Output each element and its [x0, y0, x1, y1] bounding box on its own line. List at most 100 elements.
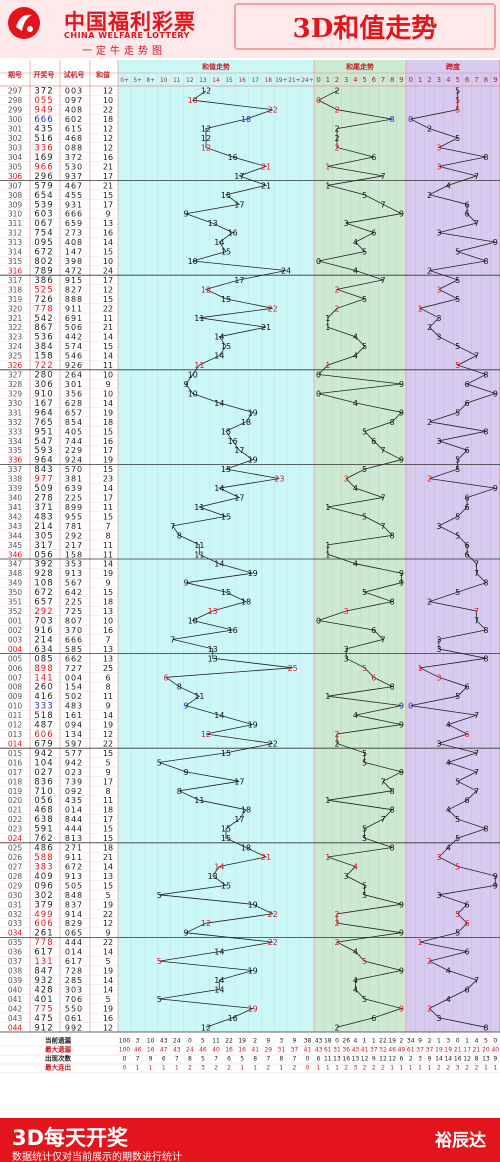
- tail-point: 4: [353, 484, 358, 493]
- period-cell: 333: [8, 427, 23, 436]
- sum-point: 19: [248, 900, 258, 909]
- tail-point: 5: [362, 342, 367, 351]
- stats-span-value: 1: [418, 1065, 422, 1072]
- period-cell: 015: [8, 749, 23, 758]
- span-point: 6: [465, 446, 470, 455]
- stats-sum-value: 0: [123, 1065, 127, 1072]
- sum-value-cell: 12: [103, 134, 113, 143]
- draw-number-cell: 964: [34, 408, 53, 418]
- draw-number-cell: 593: [34, 446, 53, 456]
- sum-bin-label: 16: [238, 78, 246, 84]
- stats-span-value: 9: [493, 1056, 497, 1063]
- span-bin-label: 6: [465, 76, 470, 84]
- tail-point: 1: [325, 550, 330, 559]
- span-point: 3: [436, 522, 441, 531]
- test-number-cell: 727: [65, 664, 83, 673]
- period-cell: 044: [8, 1023, 23, 1032]
- test-number-cell: 567: [65, 579, 83, 588]
- tail-point: 8: [390, 598, 395, 607]
- sum-point: 22: [268, 938, 278, 947]
- stats-sum-value: 2: [214, 1065, 218, 1072]
- period-cell: 320: [8, 304, 23, 313]
- period-cell: 009: [8, 692, 23, 701]
- stats-sum-value: 100: [119, 1047, 131, 1054]
- tail-point: 6: [371, 1014, 376, 1023]
- draw-number-cell: 260: [34, 683, 53, 693]
- stats-tail-value: 61: [324, 1047, 332, 1054]
- span-point: 3: [436, 285, 441, 294]
- sum-point: 12: [201, 134, 211, 143]
- tail-point: 2: [334, 910, 339, 919]
- draw-number-cell: 603: [34, 210, 53, 220]
- draw-number-cell: 654: [34, 191, 53, 201]
- draw-number-cell: 131: [34, 957, 53, 967]
- test-number-cell: 844: [65, 815, 83, 824]
- tail-point: 5: [362, 588, 367, 597]
- span-point: 6: [465, 494, 470, 503]
- span-point: 6: [465, 380, 470, 389]
- period-cell: 031: [8, 900, 23, 909]
- test-number-cell: 217: [65, 541, 83, 550]
- tail-point: 9: [399, 721, 404, 730]
- stats-tail-value: 9: [372, 1056, 376, 1063]
- sum-point: 23: [274, 475, 284, 484]
- sum-point: 13: [208, 607, 218, 616]
- tail-point: 7: [380, 276, 385, 285]
- test-number-cell: 585: [65, 645, 83, 654]
- sum-point: 12: [201, 143, 211, 152]
- period-cell: 327: [8, 371, 23, 380]
- footer-note: 数据统计仅对当前展示的期数进行统计: [12, 1152, 182, 1162]
- draw-number-cell: 754: [34, 229, 53, 239]
- period-cell: 315: [8, 257, 23, 266]
- test-number-cell: 597: [65, 739, 83, 748]
- sum-value-cell: 16: [103, 437, 113, 446]
- sum-bin-label: 14: [212, 78, 220, 84]
- draw-number-cell: 409: [34, 872, 53, 882]
- stats-tail-value: 41: [361, 1047, 369, 1054]
- span-point: 8: [483, 654, 488, 663]
- sum-point: 19: [248, 408, 258, 417]
- stats-sum-value: 1: [136, 1065, 140, 1072]
- stats-sum-value: 6: [227, 1056, 231, 1063]
- stats-span-value: 20: [482, 1047, 490, 1054]
- tail-point: 0: [316, 257, 321, 266]
- header-span: 跨度: [446, 62, 461, 71]
- test-number-cell: 435: [65, 796, 83, 805]
- tail-point: 5: [362, 957, 367, 966]
- sum-point: 14: [214, 352, 224, 361]
- sum-value-cell: 13: [103, 872, 113, 881]
- draw-number-cell: 964: [34, 456, 53, 466]
- sum-point: 14: [214, 862, 224, 871]
- sum-point: 14: [214, 560, 224, 569]
- sum-value-cell: 18: [103, 806, 113, 815]
- tail-point: 2: [334, 919, 339, 928]
- sum-point: 11: [194, 361, 204, 370]
- stats-sum-value: 16: [225, 1047, 233, 1054]
- period-cell: 030: [8, 891, 23, 900]
- stats-tail-value: 12: [388, 1056, 396, 1063]
- sum-value-cell: 21: [103, 323, 113, 332]
- sum-point: 22: [268, 739, 278, 748]
- stats-sum-value: 24: [186, 1047, 194, 1054]
- tail-point: 5: [362, 664, 367, 673]
- test-number-cell: 398: [65, 257, 83, 266]
- sum-value-cell: 14: [103, 985, 113, 994]
- stats-sum-value: 3: [279, 1038, 283, 1045]
- period-cell: 018: [8, 777, 23, 786]
- sum-value-cell: 22: [103, 106, 113, 115]
- test-number-cell: 444: [65, 938, 83, 947]
- tail-point: 5: [362, 248, 367, 257]
- sum-point: 24: [281, 266, 291, 275]
- period-cell: 346: [8, 550, 23, 559]
- draw-number-cell: 591: [34, 825, 53, 835]
- brand-name-en: CHINA WELFARE LOTTERY: [64, 31, 190, 40]
- span-bin-label: 8: [484, 76, 488, 84]
- stats-sum-value: 43: [160, 1038, 168, 1045]
- stats-span-value: 13: [482, 1056, 490, 1063]
- stats-sum-value: 2: [292, 1065, 296, 1072]
- test-number-cell: 639: [65, 484, 83, 493]
- sum-point: 14: [214, 976, 224, 985]
- tail-point: 4: [353, 560, 358, 569]
- tail-point: 1: [325, 541, 330, 550]
- test-number-cell: 691: [65, 314, 83, 323]
